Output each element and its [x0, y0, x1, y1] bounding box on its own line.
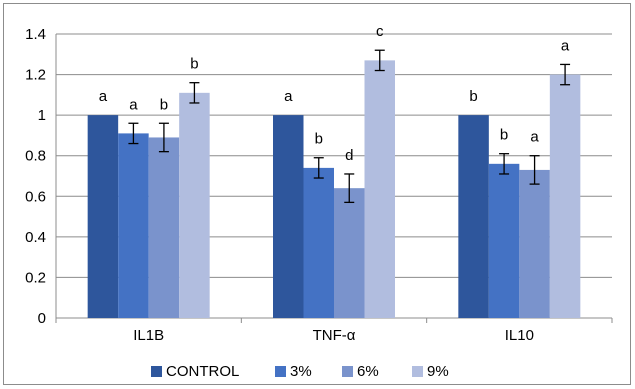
significance-label: b	[469, 88, 477, 105]
bar	[334, 188, 365, 318]
y-tick-label: 0.6	[25, 188, 46, 205]
significance-label: a	[561, 37, 570, 54]
significance-label: b	[315, 131, 323, 148]
bar	[118, 133, 149, 318]
legend-label: 9%	[427, 363, 449, 380]
bar	[87, 115, 119, 319]
chart-frame: 0 0.2 0.4 0.6 0.8 1 1.2 1.4 IL1B TNF-α IL10 a a b a b b b…	[3, 3, 631, 385]
bar	[179, 92, 210, 318]
y-tick-label: 1.4	[25, 26, 46, 43]
bar	[303, 167, 334, 318]
y-tick-label: 1.2	[25, 67, 46, 84]
significance-label: b	[500, 127, 508, 144]
significance-label: b	[190, 56, 198, 73]
significance-label: a	[284, 88, 293, 105]
bar	[519, 169, 550, 318]
legend-label: 6%	[357, 363, 379, 380]
x-tick-label: IL10	[505, 327, 534, 344]
bar	[488, 163, 520, 318]
bar-chart: 0 0.2 0.4 0.6 0.8 1 1.2 1.4 IL1B TNF-α IL10 a a b a b b b…	[25, 23, 613, 380]
significance-label: c	[376, 23, 384, 40]
legend-label: CONTROL	[166, 363, 239, 380]
significance-label: a	[530, 129, 539, 146]
significance-label: d	[345, 147, 353, 164]
x-tick-label: TNF-α	[313, 327, 356, 344]
bar	[273, 115, 304, 319]
significance-label: a	[99, 88, 108, 105]
bar	[458, 115, 489, 319]
legend-swatch	[275, 366, 286, 377]
x-tick-label: IL1B	[133, 327, 164, 344]
legend-swatch	[151, 366, 162, 377]
bar	[364, 60, 395, 318]
legend-label: 3%	[290, 363, 312, 380]
y-tick-label: 0.4	[25, 229, 46, 246]
bar	[549, 74, 581, 318]
y-tick-label: 0	[38, 310, 46, 327]
significance-label: a	[129, 96, 138, 113]
significance-label: b	[160, 96, 168, 113]
bar	[148, 137, 180, 318]
y-tick-label: 0.2	[25, 269, 46, 286]
legend-swatch	[342, 366, 353, 377]
y-tick-label: 0.8	[25, 148, 46, 165]
y-tick-label: 1	[38, 107, 46, 124]
legend-swatch	[412, 366, 423, 377]
